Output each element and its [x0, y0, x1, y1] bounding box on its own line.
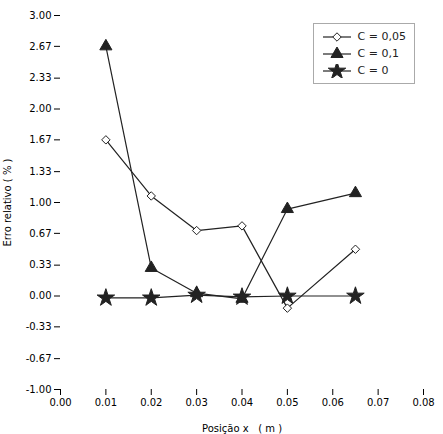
svg-text:0.07: 0.07: [367, 397, 389, 408]
svg-text:0.00: 0.00: [29, 290, 51, 301]
svg-text:0.02: 0.02: [140, 397, 162, 408]
svg-text:-0.33: -0.33: [26, 321, 52, 332]
svg-text:-0.67: -0.67: [26, 353, 52, 364]
svg-text:0.03: 0.03: [185, 397, 207, 408]
html-text:C = 0,05: C = 0,05: [357, 30, 406, 43]
svg-text:0.06: 0.06: [322, 397, 344, 408]
svg-text:0.67: 0.67: [29, 228, 51, 239]
svg-text:-1.00: -1.00: [26, 384, 52, 395]
svg-text:2.67: 2.67: [29, 41, 51, 52]
svg-text:0.00: 0.00: [49, 397, 71, 408]
svg-text:Posição x ( m ): Posição x ( m ): [202, 423, 282, 434]
svg-text:0.33: 0.33: [29, 259, 51, 270]
svg-text:3.00: 3.00: [29, 10, 51, 21]
svg-text:0.01: 0.01: [95, 397, 117, 408]
svg-text:0.05: 0.05: [276, 397, 298, 408]
svg-text:0.04: 0.04: [231, 397, 253, 408]
svg-text:1.00: 1.00: [29, 197, 51, 208]
svg-text:2.33: 2.33: [29, 72, 51, 83]
svg-text:1.67: 1.67: [29, 134, 51, 145]
svg-text:1.33: 1.33: [29, 166, 51, 177]
svg-text:0.08: 0.08: [412, 397, 434, 408]
svg-text:Erro relativo ( % ): Erro relativo ( % ): [2, 158, 13, 246]
html-text:C = 0: C = 0: [357, 64, 389, 77]
html-text:C = 0,1: C = 0,1: [357, 47, 399, 60]
svg-text:2.00: 2.00: [29, 103, 51, 114]
